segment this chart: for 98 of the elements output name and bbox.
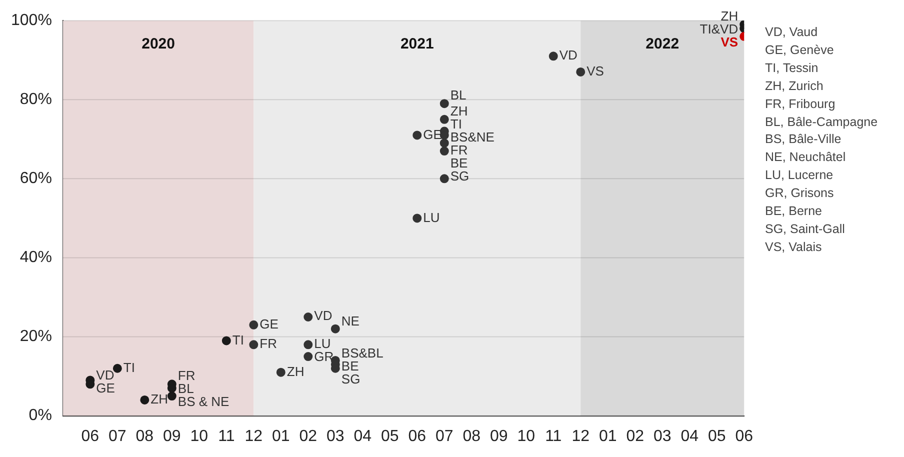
x-tick-label: 06 [81,428,100,445]
annotation: TI&VD [700,21,738,36]
x-tick-label: 10 [517,428,536,445]
point [304,340,313,350]
text: SG, Saint-Gall [765,220,846,238]
annotation: SG [450,168,470,184]
annotation: FR [450,142,468,158]
annotation: ZH [286,364,304,379]
point [249,320,258,330]
band-label: 2022 [646,36,680,53]
annotation: LU [423,210,440,225]
annotation: TI [123,360,135,375]
x-tick-label: 03 [326,428,344,445]
y-tick-label: 0% [28,407,52,424]
point [440,146,449,156]
point [304,352,313,362]
annotation: BS & NE [178,394,230,410]
x-tick-label: 02 [299,428,318,445]
point [330,324,340,334]
annotation: VS [586,64,604,79]
annotation: NE [341,314,360,329]
text: BL, Bâle-Campagne [765,114,878,131]
annotation: SG [341,371,360,386]
annotation: VD [559,48,578,63]
annotation: BE [341,358,360,374]
text: BE, Berne [765,203,823,220]
annotation: BS&BL [341,345,384,360]
annotation: GR [314,348,334,364]
y-tick-label: 100% [11,12,52,30]
point [276,368,286,377]
point [548,52,558,61]
point [412,130,422,140]
x-tick-label: 08 [462,428,481,445]
text: GR, Grisons [765,185,835,202]
annotation: LU [314,336,331,351]
point [440,138,449,148]
annotation: VS [720,34,738,50]
annotation: TI [232,332,244,348]
point [222,336,231,346]
annotation: TI [450,116,462,132]
x-tick-label: 06 [735,428,754,445]
x-tick-label: 09 [163,428,181,445]
point [440,174,449,184]
x-tick-label: 12 [244,428,263,445]
annotation: FR [178,368,196,384]
annotation: ZH [720,8,738,24]
text: BS, Bâle-Ville [765,131,842,148]
point [304,312,313,322]
text: VD, Vaud [765,24,819,41]
y-tick-label: 60% [20,170,52,188]
annotation: ZH [150,392,168,407]
text: FR, Fribourg [765,96,836,113]
text: ZH, Zurich [765,78,824,95]
point [576,67,586,76]
annotation: FR [260,336,277,352]
x-tick-label: 05 [708,428,726,445]
x-tick-label: 08 [136,428,154,445]
point [249,340,258,350]
text: TI, Tessin [765,60,820,77]
x-tick-label: 10 [190,428,208,445]
y-tick-label: 40% [20,249,52,266]
point [167,392,176,401]
x-tick-label: 11 [545,428,562,445]
band-label: 2021 [400,36,434,53]
annotation: GE [260,316,279,332]
band-label: 2020 [142,36,175,53]
y-tick-label: 20% [20,328,52,346]
x-tick-label: 01 [272,428,290,445]
text: VS, Valais [765,238,823,256]
annotation: BL [450,88,466,103]
x-tick-label: 11 [218,428,235,445]
x-tick-label: 07 [108,428,126,445]
x-tick-label: 09 [490,428,508,445]
x-tick-label: 06 [408,428,426,445]
point [140,395,150,404]
x-tick-label: 02 [626,428,644,445]
annotation: BL [178,381,194,396]
text: NE, Neuchâtel [765,149,847,166]
point [112,364,122,373]
y-tick-label: 80% [20,91,52,108]
text: GE, Genève [765,42,835,59]
text: LU, Lucerne [765,167,834,184]
x-tick-label: 05 [380,428,399,445]
x-tick-label: 12 [572,428,590,445]
x-tick-label: 07 [435,428,454,445]
point [440,99,449,108]
point [440,114,449,124]
x-tick-label: 04 [680,428,699,445]
annotation: GE [96,380,116,396]
point [412,214,422,223]
annotation: VD [96,367,114,382]
annotation: BS&NE [450,129,495,144]
annotation: VD [314,308,332,324]
annotation: BE [450,155,468,170]
annotation: ZH [450,103,468,118]
x-tick-label: 04 [354,428,372,445]
x-tick-label: 03 [653,428,672,445]
x-tick-label: 01 [598,428,617,445]
